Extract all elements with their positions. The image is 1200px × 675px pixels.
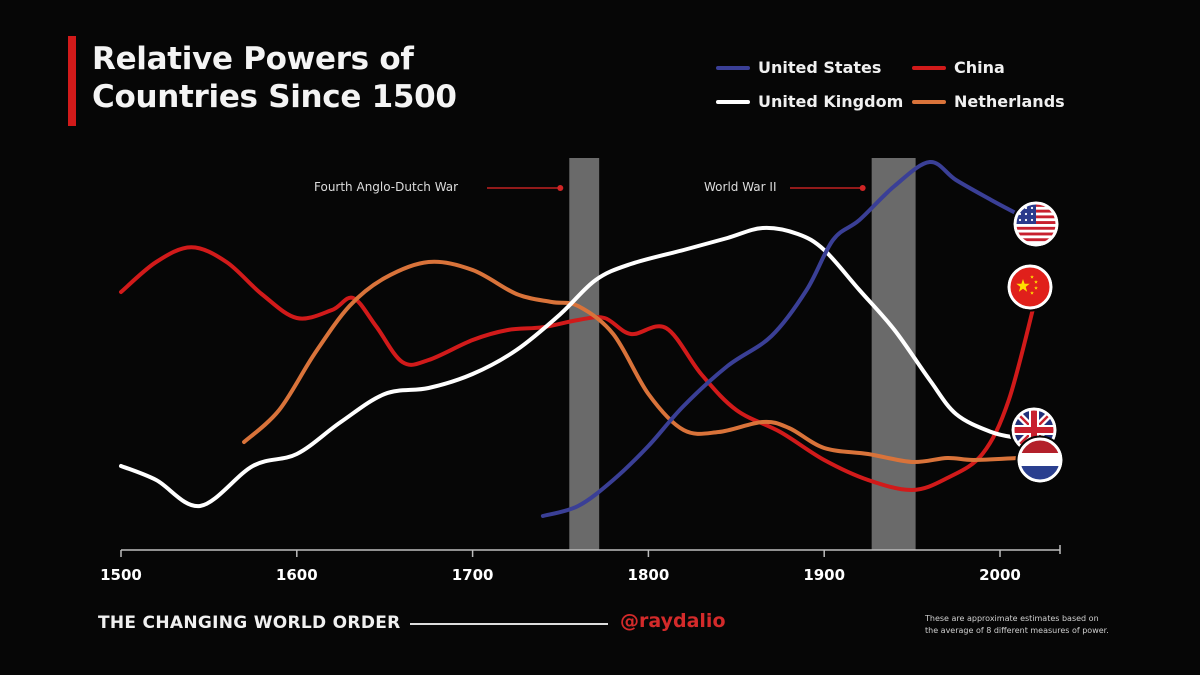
footer-note-line-2: the average of 8 different measures of p… [925, 626, 1109, 635]
x-tick-label-1700: 1700 [452, 566, 494, 584]
legend-swatch-china [912, 65, 946, 70]
legend-item-united-states: United States [716, 58, 881, 77]
x-tick-label-1500: 1500 [100, 566, 142, 584]
x-tick-label-1600: 1600 [276, 566, 318, 584]
annotation-pointer-dot-1 [859, 185, 866, 191]
x-tick-label-1800: 1800 [628, 566, 670, 584]
title-line-2: Countries Since 1500 [92, 79, 457, 115]
series-line-china [119, 245, 1038, 493]
legend-label: Netherlands [954, 92, 1065, 111]
annotation-label-anglo-dutch-war: Fourth Anglo-Dutch War [314, 180, 459, 194]
footer-note-line-1: These are approximate estimates based on [925, 614, 1099, 623]
netherlands-flag-icon [1015, 435, 1065, 485]
series-line-united-kingdom [119, 225, 1020, 509]
series-line-united-states [540, 160, 1020, 518]
footer-series-name: THE CHANGING WORLD ORDER [98, 613, 401, 633]
title-accent-bar [68, 36, 76, 126]
title-line-1: Relative Powers of [92, 41, 414, 77]
footer-note: These are approximate estimates based on… [925, 613, 1145, 637]
annotation-band-0 [569, 158, 600, 550]
legend-swatch-netherlands [912, 99, 946, 104]
legend-swatch-united-states [716, 65, 750, 70]
annotation-label-world-war-ii: World War II [704, 180, 777, 194]
legend-label: China [954, 58, 1005, 77]
legend: United States China United Kingdom Nethe… [716, 58, 1096, 118]
x-tick-label-1900: 1900 [803, 566, 845, 584]
legend-label: United Kingdom [758, 92, 904, 111]
annotation-pointer-dot-0 [557, 185, 564, 191]
legend-swatch-united-kingdom [716, 99, 750, 104]
footer-handle: @raydalio [620, 610, 726, 632]
series-line-netherlands [242, 259, 1020, 465]
footer-divider [410, 623, 608, 625]
legend-item-united-kingdom: United Kingdom [716, 92, 903, 111]
legend-label: United States [758, 58, 882, 77]
legend-item-china: China [912, 58, 1005, 77]
china-flag-icon [1005, 262, 1055, 312]
legend-item-netherlands: Netherlands [912, 92, 1065, 111]
united-states-flag-icon [1011, 199, 1061, 249]
chart-title: Relative Powers of Countries Since 1500 [92, 40, 457, 116]
x-tick-label-2000: 2000 [979, 566, 1021, 584]
